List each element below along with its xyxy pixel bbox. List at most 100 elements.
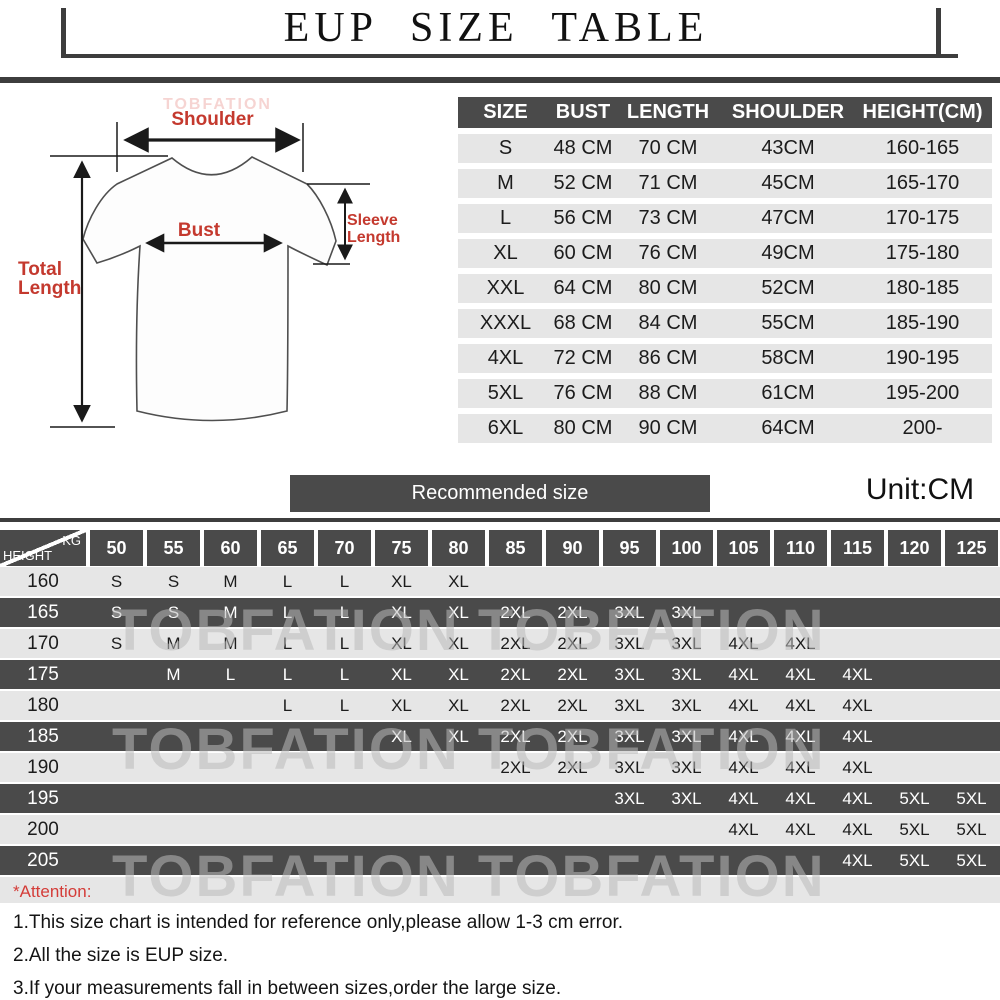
size-chart-row-cell: 180-185 [885, 277, 960, 299]
size-chart-row-cell: 58CM [761, 347, 815, 369]
size-chart-row: XXL 64 CM 80 CM 52CM 180-185 [458, 274, 992, 303]
matrix-size-cell: 3XL [671, 603, 702, 622]
size-chart-row: S 48 CM 70 CM 43CM 160-165 [458, 134, 992, 163]
matrix-size-cell: XL [391, 696, 412, 715]
sleeve-length-line2: Length [347, 229, 401, 246]
size-chart-row-cell: XL [493, 242, 518, 264]
size-chart-header-row-cell: SHOULDER [731, 101, 845, 123]
sleeve-length-measure [307, 183, 370, 265]
size-chart-row-cell: 45CM [761, 172, 815, 194]
title-underline [61, 54, 958, 58]
size-chart-row-cell: XXXL [479, 312, 532, 334]
matrix-size-cell: 3XL [614, 696, 645, 715]
matrix-size-cell: 2XL [500, 696, 531, 715]
size-chart-row-cell: 52 CM [553, 172, 613, 194]
matrix-size-cell: 4XL [842, 727, 873, 746]
matrix-size-cell: 3XL [671, 634, 702, 653]
matrix-row: 175 M L L L XL XL 2XL 2XL 3XL 3XL 4XL 4XL 4XL [0, 660, 1000, 689]
matrix-size-cell: XL [391, 665, 412, 684]
size-chart-row-cell: 86 CM [638, 347, 698, 369]
matrix-size-cell: 4XL [728, 665, 759, 684]
matrix-size-cell: 5XL [956, 820, 987, 839]
matrix-height-label: 175 [27, 664, 59, 685]
size-chart-row-cell: 84 CM [638, 312, 698, 334]
shoulder-label: Shoulder [171, 109, 254, 130]
matrix-kg-header: 125 [945, 530, 998, 566]
size-chart-table: SIZE BUST LENGTH SHOULDER HEIGHT(CM) S 48 CM 70… [458, 97, 992, 443]
matrix-corner-cell: KG HEIGHT [0, 530, 86, 566]
matrix-size-cell: 5XL [899, 820, 930, 839]
matrix-kg-header: 95 [603, 530, 656, 566]
size-chart-header-row-cell: BUST [555, 101, 611, 123]
matrix-size-cell: 5XL [899, 789, 930, 808]
matrix-size-cell: L [282, 634, 293, 653]
matrix-size-cell: 4XL [785, 727, 816, 746]
matrix-size-cell: 2XL [500, 603, 531, 622]
matrix-kg-header: 85 [489, 530, 542, 566]
matrix-size-cell: S [167, 603, 180, 622]
matrix-size-cell: 2XL [557, 603, 588, 622]
matrix-size-cell: 4XL [785, 634, 816, 653]
tshirt-outline [82, 156, 337, 422]
matrix-size-cell: S [110, 603, 123, 622]
size-chart-row-cell: 90 CM [638, 417, 698, 439]
matrix-kg-header: 110 [774, 530, 827, 566]
matrix-size-cell: 3XL [671, 696, 702, 715]
matrix-size-cell: XL [448, 727, 469, 746]
title-frame [61, 8, 941, 54]
matrix-kg-header: 70 [318, 530, 371, 566]
size-chart-row-cell: 4XL [487, 347, 524, 369]
size-chart-row-cell: 88 CM [638, 382, 698, 404]
matrix-kg-header: 90 [546, 530, 599, 566]
matrix-size-cell: L [282, 603, 293, 622]
matrix-size-cell: 4XL [728, 789, 759, 808]
matrix-row: 160 S S M L L XL XL [0, 567, 1000, 596]
matrix-kg-header: 60 [204, 530, 257, 566]
attention-note: 1.This size chart is intended for refere… [13, 912, 624, 933]
size-chart-row-cell: 72 CM [553, 347, 613, 369]
size-chart-row-cell: S [498, 137, 513, 159]
matrix-height-label: 190 [27, 757, 59, 778]
matrix-size-cell: 5XL [956, 851, 987, 870]
matrix-size-cell: 4XL [728, 758, 759, 777]
size-chart-header-row-cell: HEIGHT(CM) [862, 101, 983, 123]
matrix-kg-header: 80 [432, 530, 485, 566]
size-chart-row-cell: 175-180 [885, 242, 960, 264]
matrix-size-cell: M [223, 634, 238, 653]
matrix-size-cell: 3XL [614, 758, 645, 777]
size-chart-row-cell: 5XL [487, 382, 524, 404]
matrix-size-cell: 4XL [785, 789, 816, 808]
matrix-size-cell: XL [448, 696, 469, 715]
matrix-size-cell: 2XL [557, 696, 588, 715]
matrix-size-cell: L [339, 634, 350, 653]
matrix-kg-header: 50 [90, 530, 143, 566]
matrix-size-cell: 4XL [728, 696, 759, 715]
matrix-size-cell: 4XL [842, 758, 873, 777]
matrix-size-cell: 2XL [557, 727, 588, 746]
page-title: EUP SIZE TABLE [283, 5, 709, 51]
matrix-tail-band [0, 877, 1000, 903]
size-chart-row: XXXL 68 CM 84 CM 55CM 185-190 [458, 309, 992, 338]
attention-note: 3.If your measurements fall in between s… [13, 978, 562, 999]
matrix-size-cell: L [339, 665, 350, 684]
matrix-size-cell: M [223, 603, 238, 622]
size-chart-row: 5XL 76 CM 88 CM 61CM 195-200 [458, 379, 992, 408]
matrix-size-cell: M [223, 572, 238, 591]
size-chart-row-cell: 60 CM [553, 242, 613, 264]
matrix-size-cell: 5XL [956, 789, 987, 808]
matrix-size-cell: 3XL [614, 727, 645, 746]
matrix-row: 180 L L XL XL 2XL 2XL 3XL 3XL 4XL 4XL 4XL [0, 691, 1000, 720]
matrix-height-label: 185 [27, 726, 59, 747]
matrix-size-cell: 3XL [614, 634, 645, 653]
size-chart-row-cell: 56 CM [553, 207, 613, 229]
matrix-height-label: 205 [27, 850, 59, 871]
matrix-size-cell: XL [391, 727, 412, 746]
matrix-size-cell: 4XL [728, 820, 759, 839]
size-chart-row-cell: 80 CM [553, 417, 613, 439]
matrix-size-cell: 4XL [785, 758, 816, 777]
size-chart-row-cell: 6XL [487, 417, 524, 439]
matrix-height-label: 180 [27, 695, 59, 716]
matrix-size-cell: 3XL [671, 665, 702, 684]
